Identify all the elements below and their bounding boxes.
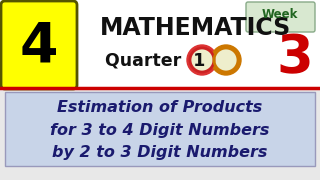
Text: by 2 to 3 Digit Numbers: by 2 to 3 Digit Numbers xyxy=(52,145,268,161)
Circle shape xyxy=(211,45,241,75)
Text: Estimation of Products: Estimation of Products xyxy=(57,100,263,114)
Text: Quarter  1: Quarter 1 xyxy=(105,51,205,69)
Bar xyxy=(0,0,320,88)
Circle shape xyxy=(214,48,238,72)
Text: 3: 3 xyxy=(276,32,313,84)
FancyBboxPatch shape xyxy=(1,1,77,89)
Text: for 3 to 4 Digit Numbers: for 3 to 4 Digit Numbers xyxy=(50,123,270,138)
Text: 4: 4 xyxy=(20,19,58,73)
Circle shape xyxy=(190,48,214,72)
FancyBboxPatch shape xyxy=(246,2,315,32)
Circle shape xyxy=(187,45,217,75)
FancyBboxPatch shape xyxy=(5,92,315,166)
Text: MATHEMATICS: MATHEMATICS xyxy=(100,16,292,40)
Text: Week: Week xyxy=(262,8,298,21)
